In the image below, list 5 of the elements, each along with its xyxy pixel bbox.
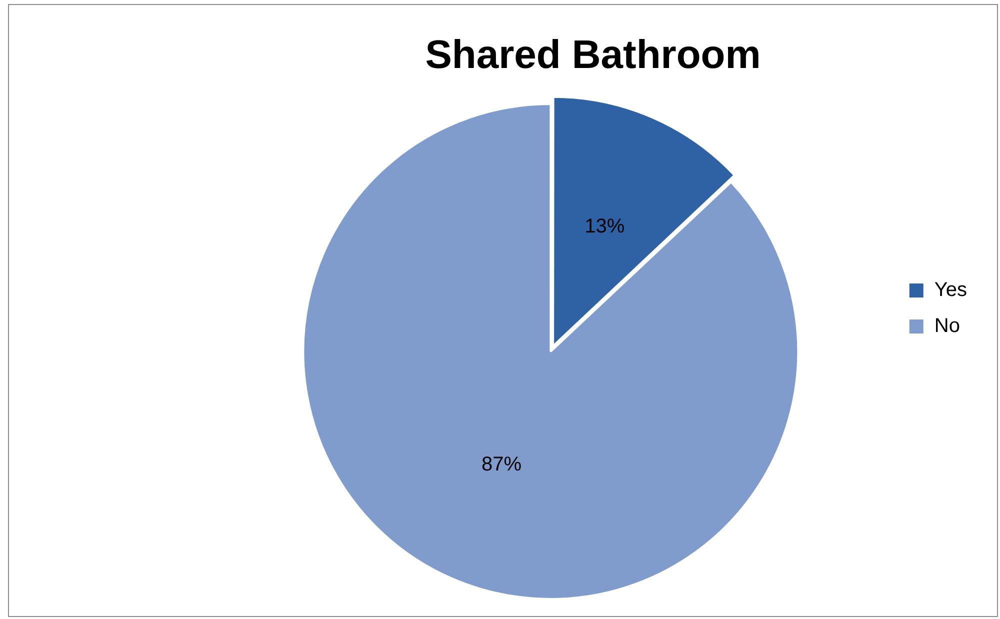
legend-label: Yes bbox=[934, 279, 968, 302]
data-label: 87% bbox=[482, 454, 522, 476]
legend-label: No bbox=[934, 315, 960, 338]
data-label: 13% bbox=[584, 215, 625, 238]
chart-title: Shared Bathroom bbox=[425, 33, 761, 78]
